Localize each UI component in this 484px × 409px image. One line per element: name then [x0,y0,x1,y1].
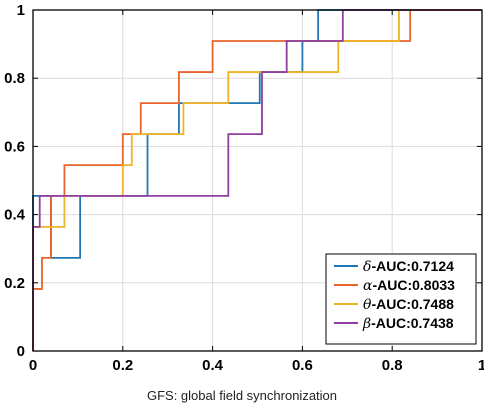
legend-symbol: δ [363,259,371,275]
legend-entry: β-AUC:0.7438 [362,315,454,332]
tick-layer: 0 0.2 0.4 0.6 0.8 1 0 0.2 0.4 0.6 0.8 1 [4,2,484,374]
x-tick-label: 1 [478,357,484,374]
y-tick-label: 0.4 [4,207,26,224]
legend-symbol: β [362,316,371,332]
legend-label: -AUC:0.7488 [371,296,454,312]
y-tick-label: 1 [17,2,25,19]
y-tick-label: 0.8 [4,70,25,87]
legend-label: -AUC:0.7438 [371,315,454,331]
roc-line-series-3 [32,9,482,351]
x-tick-label: 0.8 [382,357,403,374]
legend-entry: δ-AUC:0.7124 [363,258,454,275]
legend: δ-AUC:0.7124α-AUC:0.8033θ-AUC:0.7488β-AU… [325,253,477,345]
legend-symbol: α [363,278,373,294]
legend-symbol: θ [363,297,372,313]
legend-entry: θ-AUC:0.7488 [363,296,454,313]
x-tick-label: 0.6 [292,357,313,374]
roc-line-series-4 [32,9,482,351]
figure-caption: GFS: global field synchronization [146,388,338,403]
x-tick-label: 0.4 [202,357,224,374]
legend-entry: α-AUC:0.8033 [363,277,455,294]
y-tick-label: 0.2 [4,275,25,292]
plot-frame [32,9,483,352]
y-tick-label: 0.6 [4,138,25,155]
x-tick-label: 0.2 [112,357,133,374]
y-tick-label: 0 [17,343,25,360]
legend-box [325,253,477,345]
legend-label: -AUC:0.7124 [371,258,454,274]
legend-label: -AUC:0.8033 [372,277,455,293]
series-layer [32,9,482,351]
x-tick-label: 0 [29,357,37,374]
